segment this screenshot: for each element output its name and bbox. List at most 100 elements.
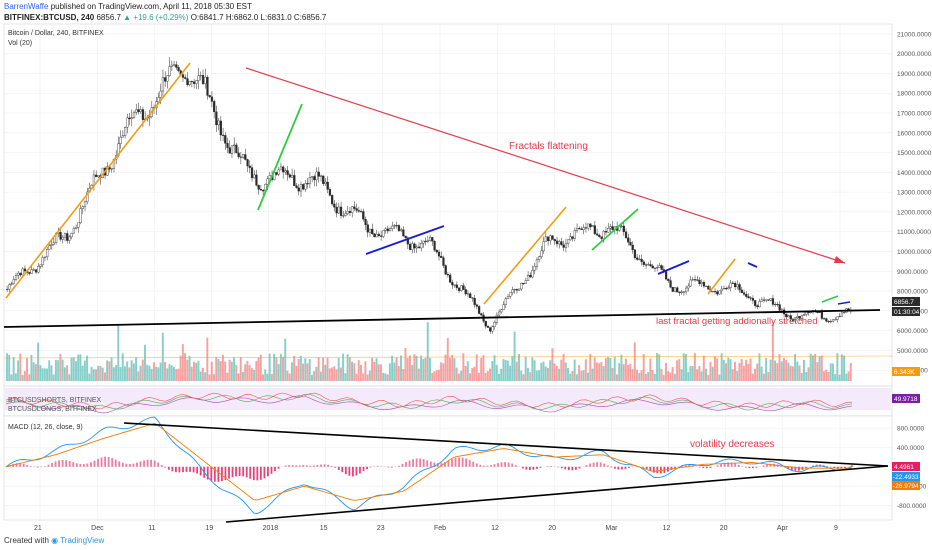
symbol-line: BITFINEX:BTCUSD, 240 6856.7 ▲ +19.6 (+0.… (4, 13, 326, 22)
price-candle (678, 291, 681, 293)
macd-histogram-bar (444, 462, 446, 467)
macd-histogram-bar (737, 464, 740, 467)
volume-bar (275, 357, 278, 381)
macd-histogram-bar (82, 464, 85, 467)
price-candle (266, 178, 269, 185)
volume-bar (59, 353, 62, 381)
macd-histogram-bar (748, 466, 751, 469)
price-candle (259, 189, 263, 191)
volume-bar (756, 363, 759, 381)
price-candle (195, 80, 198, 84)
volume-bar (847, 371, 850, 381)
price-candle (373, 233, 376, 238)
volume-bar (377, 364, 380, 381)
volume-bar (408, 355, 411, 381)
price-candle (290, 175, 294, 178)
macd-histogram-bar (351, 466, 354, 477)
volume-bar (551, 348, 554, 381)
macd-histogram-bar (787, 466, 790, 469)
volume-bar (199, 371, 202, 381)
volume-bar (618, 363, 621, 381)
price-candle (673, 287, 677, 292)
price-candle (756, 305, 759, 308)
volume-bar (787, 362, 790, 381)
price-candle (506, 296, 510, 299)
macd-histogram-bar (429, 461, 432, 467)
price-candle (384, 228, 387, 231)
macd-histogram-bar (766, 464, 768, 467)
macd-histogram-bar (525, 466, 528, 470)
green-fractal-2 (591, 208, 639, 251)
price-tick-label: 16000.0000 (897, 130, 932, 137)
price-candle (299, 184, 303, 192)
price-candle (59, 232, 62, 240)
price-candle (422, 240, 425, 244)
volume-bar (21, 374, 24, 381)
volume-bar (186, 359, 189, 381)
price-candle (509, 292, 512, 297)
price-candle (157, 97, 160, 103)
macd-histogram-bar (323, 464, 326, 467)
volume-bar (50, 365, 53, 381)
macd-line (5, 416, 853, 514)
volume-bar (473, 366, 476, 381)
tradingview-logo-icon[interactable]: ◉ (51, 536, 59, 545)
price-candle (275, 172, 278, 175)
annotation-fractals-flattening: Fractals flattening (509, 141, 588, 152)
price-candle (751, 298, 755, 301)
macd-histogram-bar (143, 460, 145, 467)
price-candle (50, 244, 53, 246)
macd-histogram-bar (72, 462, 75, 467)
volume-bar (106, 360, 109, 381)
author-link[interactable]: BarrenWaffe (4, 2, 49, 11)
volume-bar (771, 322, 774, 381)
price-tick-label: 21000.0000 (897, 31, 932, 38)
volume-bar (103, 372, 106, 381)
volume-bar (549, 360, 552, 381)
volume-bar (246, 361, 249, 381)
macd-histogram-bar (86, 463, 89, 467)
macd-histogram-bar (571, 466, 574, 471)
macd-histogram-bar (341, 466, 344, 473)
price-candle (829, 321, 832, 323)
volume-bar (221, 354, 224, 381)
price-candle (375, 233, 378, 238)
price-candle (308, 177, 312, 184)
price-candle (362, 211, 365, 220)
macd-histogram-bar (723, 462, 726, 467)
price-candle (168, 66, 171, 76)
drawings (3, 62, 889, 523)
macd-histogram-bar (497, 463, 499, 467)
price-candle (328, 189, 332, 196)
price-candle (32, 269, 35, 271)
macd-histogram-bar (167, 466, 170, 470)
volume-bar (440, 362, 443, 381)
price-candle (297, 187, 300, 192)
green-fractal-3 (821, 295, 839, 303)
price-candle (141, 109, 145, 120)
volume-bar (457, 373, 460, 381)
price-candle (504, 298, 507, 305)
macd-histogram-bar (426, 460, 429, 467)
footer-brand[interactable]: TradingView (60, 536, 105, 545)
price-candle (538, 256, 541, 260)
volume-bar (166, 368, 169, 381)
macd-histogram-bar (833, 466, 836, 469)
price-candle (442, 257, 445, 266)
price-candle (524, 280, 527, 284)
price-candle (825, 318, 828, 322)
price-pane-title: Bitcoin / Dollar, 240, BITFINEX (8, 30, 104, 37)
macd-histogram-bar (709, 466, 712, 468)
price-candle (304, 183, 307, 190)
macd-histogram-bar (221, 466, 223, 482)
volume-bar (83, 360, 86, 381)
volume-bar (667, 371, 670, 381)
macd-histogram-bar (199, 466, 202, 476)
volume-bar (644, 373, 647, 381)
macd-histogram-bar (327, 464, 330, 467)
volume-bar (589, 353, 592, 381)
macd-histogram-bar (298, 465, 301, 467)
volume-bar (669, 372, 672, 381)
volume-bar (273, 353, 276, 381)
